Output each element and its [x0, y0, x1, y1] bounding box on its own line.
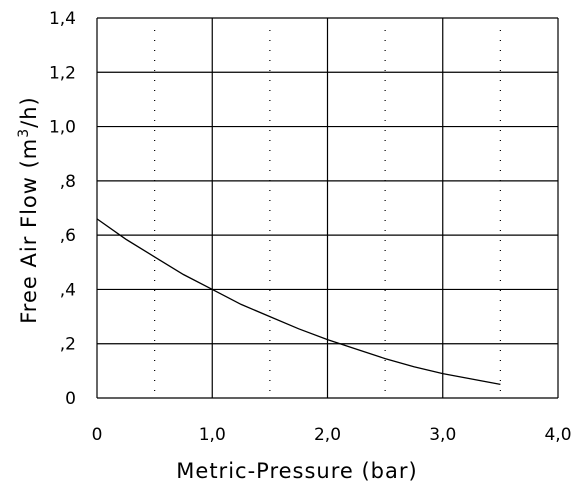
minor-gridlines [154, 30, 501, 392]
y-tick-label: 1,4 [49, 9, 76, 29]
grid [96, 17, 559, 399]
y-axis-title-superscript: 3 [16, 128, 32, 138]
series-layer [96, 218, 501, 386]
y-axis-title: Free Air Flow (m3/h) [16, 96, 41, 324]
y-tick-labels: 0 ,2 ,4 ,6 ,8 1,0 1,2 1,4 [49, 9, 76, 409]
x-tick-label: 1,0 [199, 425, 226, 445]
y-tick-label: 0 [65, 389, 76, 409]
x-tick-label: 2,0 [314, 425, 341, 445]
y-tick-label: ,8 [60, 172, 76, 192]
series-line [96, 218, 501, 386]
y-tick-label: 1,2 [49, 63, 76, 83]
x-axis-title: Metric-Pressure (bar) [176, 459, 417, 483]
y-tick-label: ,4 [60, 280, 76, 300]
x-tick-label: 0 [92, 425, 103, 445]
y-tick-label: ,2 [60, 335, 76, 355]
x-tick-label: 4,0 [544, 425, 571, 445]
y-axis-title-main: Free Air Flow (m [17, 138, 41, 324]
y-axis-title-tail: /h) [17, 96, 41, 128]
x-tick-label: 3,0 [429, 425, 456, 445]
y-tick-label: 1,0 [49, 118, 76, 138]
x-tick-labels: 0 1,0 2,0 3,0 4,0 [92, 425, 572, 445]
y-tick-label: ,6 [60, 226, 76, 246]
